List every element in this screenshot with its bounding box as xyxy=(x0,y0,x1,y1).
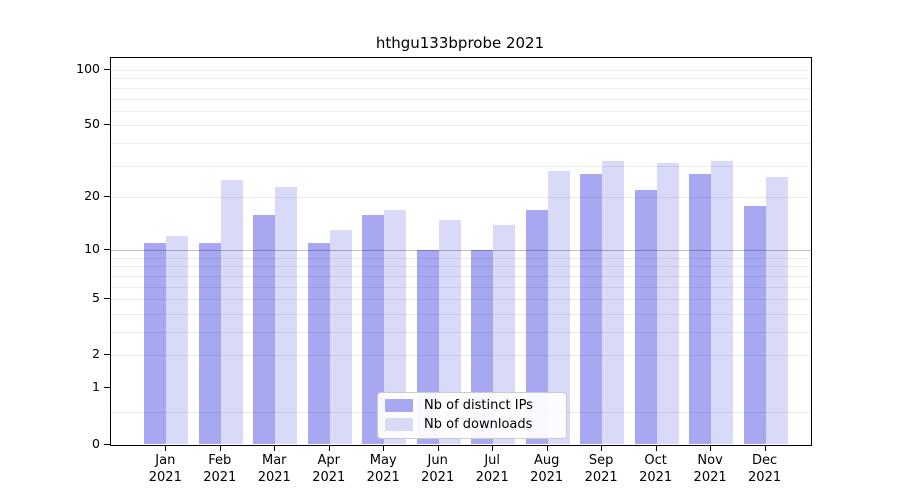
bar-downloads-feb xyxy=(220,180,243,445)
y-tick-label: 5 xyxy=(92,290,100,306)
bar-downloads-jan xyxy=(166,236,189,445)
bar-downloads-jul xyxy=(493,224,516,445)
gridline-minor xyxy=(111,125,811,127)
bar-downloads-mar xyxy=(275,186,298,445)
gridline-minor xyxy=(111,197,811,199)
gridline-minor xyxy=(111,98,811,100)
bar-downloads-jun xyxy=(438,219,461,445)
gridline-minor xyxy=(111,332,811,333)
x-tick xyxy=(219,444,221,451)
gridline-minor xyxy=(111,165,811,167)
bar-ips-may xyxy=(362,214,385,445)
gridline-minor xyxy=(111,110,811,112)
x-tick-label: Feb 2021 xyxy=(203,452,237,485)
gridline-minor xyxy=(111,275,811,277)
x-tick xyxy=(710,444,712,451)
y-tick xyxy=(104,298,110,300)
bar-downloads-aug xyxy=(547,171,570,445)
x-tick-label: Sep 2021 xyxy=(584,452,618,485)
bar-downloads-oct xyxy=(656,163,679,445)
gridline-minor xyxy=(111,78,811,80)
gridline-major xyxy=(111,249,811,251)
x-tick xyxy=(383,444,385,451)
chart-title: hthgu133bprobe 2021 xyxy=(375,34,545,52)
gridline-minor xyxy=(111,257,811,259)
bar-downloads-nov xyxy=(711,160,734,445)
x-tick xyxy=(328,444,330,451)
gridline-minor xyxy=(111,313,811,315)
bar-downloads-dec xyxy=(765,177,788,445)
x-tick-label: Oct 2021 xyxy=(639,452,673,485)
y-tick-label: 20 xyxy=(84,188,100,204)
bar-ips-dec xyxy=(743,205,766,445)
y-tick xyxy=(104,124,110,126)
legend-swatch-downloads xyxy=(385,418,413,431)
bar-ips-jan xyxy=(144,242,167,445)
bar-ips-oct xyxy=(634,190,657,445)
y-tick xyxy=(104,248,110,250)
x-tick xyxy=(437,444,439,451)
legend-item-distinct-ips: Nb of distinct IPs xyxy=(385,398,557,413)
bar-ips-feb xyxy=(198,242,221,445)
x-tick xyxy=(764,444,766,451)
x-tick xyxy=(492,444,494,451)
plot-inner xyxy=(111,58,811,445)
bar-ips-nov xyxy=(689,174,712,445)
x-tick xyxy=(274,444,276,451)
legend-item-downloads: Nb of downloads xyxy=(385,417,557,432)
gridline-minor xyxy=(111,299,811,301)
gridline-minor xyxy=(111,355,811,357)
legend: Nb of distinct IPs Nb of downloads xyxy=(377,392,567,439)
y-tick xyxy=(104,196,110,198)
bar-downloads-may xyxy=(384,209,407,445)
bar-ips-sep xyxy=(580,174,603,445)
y-tick xyxy=(104,387,110,389)
x-tick-label: Mar 2021 xyxy=(257,452,291,485)
gridline-minor xyxy=(111,87,811,89)
gridline-minor xyxy=(111,286,811,288)
bar-ips-aug xyxy=(525,209,548,445)
y-tick-label: 50 xyxy=(84,116,100,132)
y-tick xyxy=(104,69,110,70)
x-tick-label: Jan 2021 xyxy=(148,452,182,485)
bar-downloads-apr xyxy=(329,230,352,445)
bar-downloads-sep xyxy=(602,160,625,445)
legend-label-ips: Nb of distinct IPs xyxy=(424,398,533,413)
gridline-minor xyxy=(111,143,811,145)
gridline-minor xyxy=(111,266,811,268)
x-tick-label: Jul 2021 xyxy=(475,452,509,485)
y-tick xyxy=(104,443,110,445)
x-tick-label: Jun 2021 xyxy=(421,452,455,485)
y-tick-label: 0 xyxy=(92,435,100,451)
x-tick xyxy=(601,444,603,451)
x-tick-label: Apr 2021 xyxy=(312,452,346,485)
x-tick xyxy=(655,444,657,451)
x-tick-label: Nov 2021 xyxy=(693,452,727,485)
y-tick-label: 1 xyxy=(92,379,100,395)
x-tick xyxy=(165,444,167,451)
x-tick-label: Aug 2021 xyxy=(530,452,564,485)
x-tick xyxy=(546,444,548,451)
y-tick-label: 100 xyxy=(76,61,100,76)
legend-label-downloads: Nb of downloads xyxy=(424,417,533,432)
x-tick-label: Dec 2021 xyxy=(748,452,782,485)
y-tick xyxy=(104,354,110,356)
gridline-minor xyxy=(111,70,811,71)
y-tick-label: 2 xyxy=(92,346,100,362)
y-tick-label: 10 xyxy=(84,240,100,256)
legend-swatch-ips xyxy=(385,399,413,412)
plot-area: Nb of distinct IPs Nb of downloads xyxy=(110,57,812,446)
bar-ips-mar xyxy=(253,214,276,445)
x-tick-label: May 2021 xyxy=(366,452,400,485)
bar-ips-apr xyxy=(307,242,330,445)
